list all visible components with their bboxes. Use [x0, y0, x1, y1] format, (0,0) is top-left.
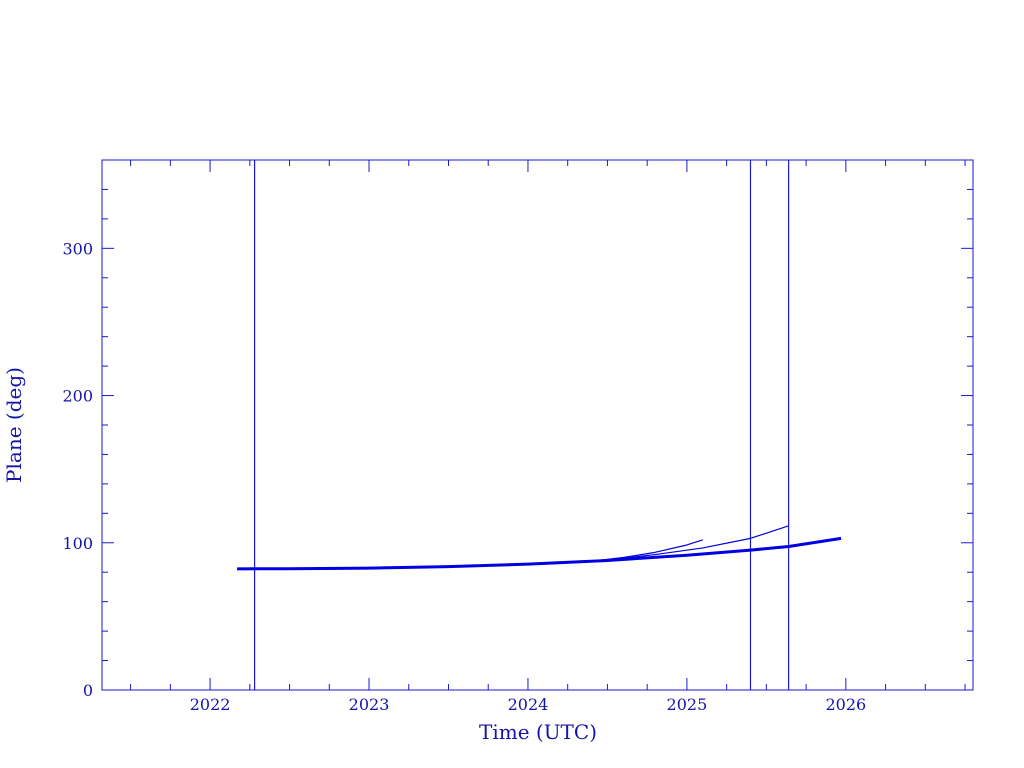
- y-tick-label: 0: [83, 681, 93, 700]
- tick-labels: 2022 2023 2024 2025 2026 0 100 200 300: [62, 239, 866, 714]
- y-tick-label: 200: [62, 387, 93, 406]
- series-line-2: [607, 525, 789, 561]
- series-line-0: [237, 536, 842, 571]
- x-tick-label: 2026: [825, 695, 866, 714]
- plot-frame: [101, 159, 974, 691]
- x-tick-label: 2024: [508, 695, 549, 714]
- x-tick-label: 2025: [667, 695, 708, 714]
- y-tick-label: 100: [62, 534, 93, 553]
- vertical-lines: [253, 160, 790, 690]
- x-tick-label: 2022: [190, 695, 231, 714]
- x-tick-label: 2023: [349, 695, 390, 714]
- y-axis-label: Plane (deg): [2, 367, 26, 483]
- ticks: [102, 159, 973, 691]
- x-axis-label: Time (UTC): [479, 720, 597, 744]
- y-tick-label: 300: [62, 239, 93, 258]
- series: [237, 525, 842, 571]
- series-line-1: [591, 539, 703, 562]
